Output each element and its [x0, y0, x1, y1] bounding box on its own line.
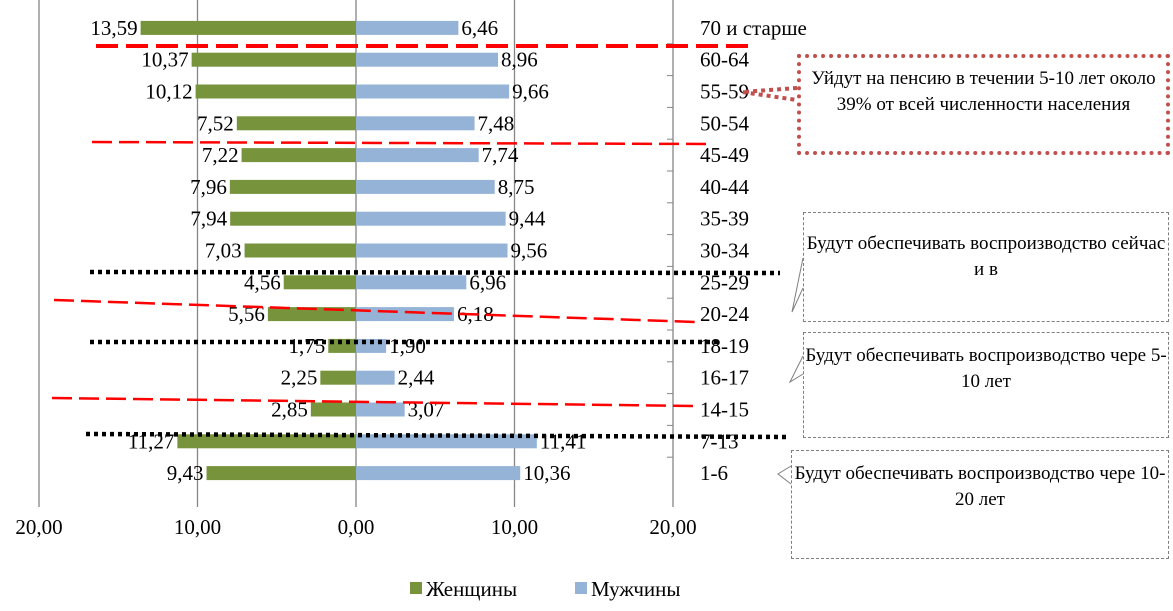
male-bar-1: [356, 52, 499, 67]
male-value-label-12: 3,07: [408, 398, 445, 422]
category-label-12: 14-15: [700, 398, 749, 422]
female-value-label-7: 7,03: [205, 239, 242, 263]
x-tick-label-3: 10,00: [491, 515, 538, 539]
male-value-label-5: 8,75: [498, 175, 535, 199]
male-value-label-7: 9,56: [511, 239, 548, 263]
female-bar-11: [320, 370, 356, 385]
category-label-11: 16-17: [700, 366, 749, 390]
category-label-14: 1-6: [700, 461, 728, 485]
female-bar-3: [236, 116, 356, 131]
x-tick-label-2: 0,00: [338, 515, 375, 539]
male-bar-4: [356, 148, 479, 163]
category-label-3: 50-54: [700, 111, 749, 135]
category-label-13: 7-13: [700, 429, 739, 453]
male-value-label-2: 9,66: [512, 80, 549, 104]
male-value-label-3: 7,48: [478, 111, 515, 135]
reproduction-5-10-callout: Будут обеспечивать воспроизводство чере …: [803, 332, 1169, 438]
female-value-label-6: 7,94: [190, 207, 227, 231]
male-bar-6: [356, 211, 506, 226]
pension-callout: Уйдут на пенсию в течении 5-10 лет около…: [797, 54, 1170, 155]
male-bar-5: [356, 179, 495, 194]
female-bar-6: [230, 211, 356, 226]
category-label-1: 60-64: [700, 48, 749, 72]
female-value-label-10: 1,75: [289, 334, 326, 358]
separator-lines: [51, 44, 791, 440]
male-value-label-1: 8,96: [501, 48, 538, 72]
male-bars: [356, 20, 537, 481]
legend-swatch-female: [410, 582, 422, 594]
female-bar-2: [195, 84, 356, 99]
reproduction-now-callout-text: Будут обеспечивать воспроизводство сейча…: [806, 233, 1166, 280]
female-bar-1: [191, 52, 356, 67]
category-label-7: 30-34: [700, 239, 749, 263]
female-value-label-11: 2,25: [281, 366, 318, 390]
reproduction-5-10-callout-text: Будут обеспечивать воспроизводство чере …: [805, 345, 1167, 392]
male-value-label-14: 10,36: [523, 461, 570, 485]
x-tick-labels: 20,00 10,00 0,00 10,00 20,00: [15, 515, 696, 539]
pension-callout-text: Уйдут на пенсию в течении 5-10 лет около…: [811, 68, 1156, 115]
female-value-label-1: 10,37: [141, 48, 188, 72]
category-labels: 70 и старше 60-64 55-59 50-54 45-49 40-44 35-3…: [700, 16, 807, 485]
male-bar-7: [356, 243, 508, 258]
pension-callout-tail: [741, 86, 798, 102]
female-bar-4: [241, 148, 356, 163]
male-bar-11: [356, 370, 395, 385]
female-value-label-3: 7,52: [197, 111, 234, 135]
female-bar-5: [229, 179, 356, 194]
female-bar-13: [177, 434, 356, 449]
x-tick-label-4: 20,00: [649, 515, 696, 539]
category-label-10: 18-19: [700, 334, 749, 358]
female-bars: [140, 20, 356, 481]
male-bar-8: [356, 275, 467, 290]
legend-label-female: Женщины: [426, 577, 517, 601]
female-value-label-2: 10,12: [145, 80, 192, 104]
female-bar-7: [244, 243, 356, 258]
category-label-5: 40-44: [700, 175, 749, 199]
category-label-2: 55-59: [700, 80, 749, 104]
category-label-6: 35-39: [700, 207, 749, 231]
male-value-label-10: 1,90: [389, 334, 426, 358]
reproduction-10-20-callout-text: Будут обеспечивать воспроизводство чере …: [794, 463, 1166, 510]
female-value-label-5: 7,96: [190, 175, 227, 199]
male-bar-14: [356, 466, 521, 481]
male-value-label-4: 7,74: [482, 143, 519, 167]
male-bar-13: [356, 434, 537, 449]
reproduction-now-callout: Будут обеспечивать воспроизводство сейча…: [803, 212, 1169, 322]
female-value-label-4: 7,22: [202, 143, 239, 167]
reproduction-now-callout-tail: [791, 257, 804, 313]
category-label-4: 45-49: [700, 143, 749, 167]
separator-line-2: [89, 269, 781, 276]
female-bar-14: [206, 466, 356, 481]
male-value-label-11: 2,44: [398, 366, 435, 390]
male-value-label-6: 9,44: [509, 207, 546, 231]
female-bar-8: [283, 275, 356, 290]
female-bar-12: [310, 402, 356, 417]
male-bar-3: [356, 116, 475, 131]
x-tick-label-1: 10,00: [174, 515, 221, 539]
separator-line-1: [91, 140, 707, 146]
legend: Женщины Мужчины: [410, 577, 681, 601]
female-bar-0: [140, 20, 356, 35]
female-value-label-14: 9,43: [167, 461, 204, 485]
male-bar-12: [356, 402, 405, 417]
x-tick-label-0: 20,00: [15, 515, 62, 539]
male-bar-0: [356, 20, 459, 35]
category-label-0: 70 и старше: [700, 16, 807, 40]
callout-tails: [741, 86, 804, 485]
category-label-9: 20-24: [700, 302, 749, 326]
separator-line-6: [85, 431, 791, 440]
female-value-label-0: 13,59: [90, 16, 137, 40]
legend-label-male: Мужчины: [591, 577, 681, 601]
male-bar-2: [356, 84, 510, 99]
male-value-label-13: 11,41: [540, 429, 586, 453]
reproduction-10-20-callout: Будут обеспечивать воспроизводство чере …: [791, 450, 1169, 559]
reproduction-5-10-callout-tail: [788, 355, 804, 384]
reproduction-10-20-callout-tail: [777, 465, 792, 485]
legend-swatch-male: [575, 582, 587, 594]
male-value-label-0: 6,46: [461, 16, 498, 40]
